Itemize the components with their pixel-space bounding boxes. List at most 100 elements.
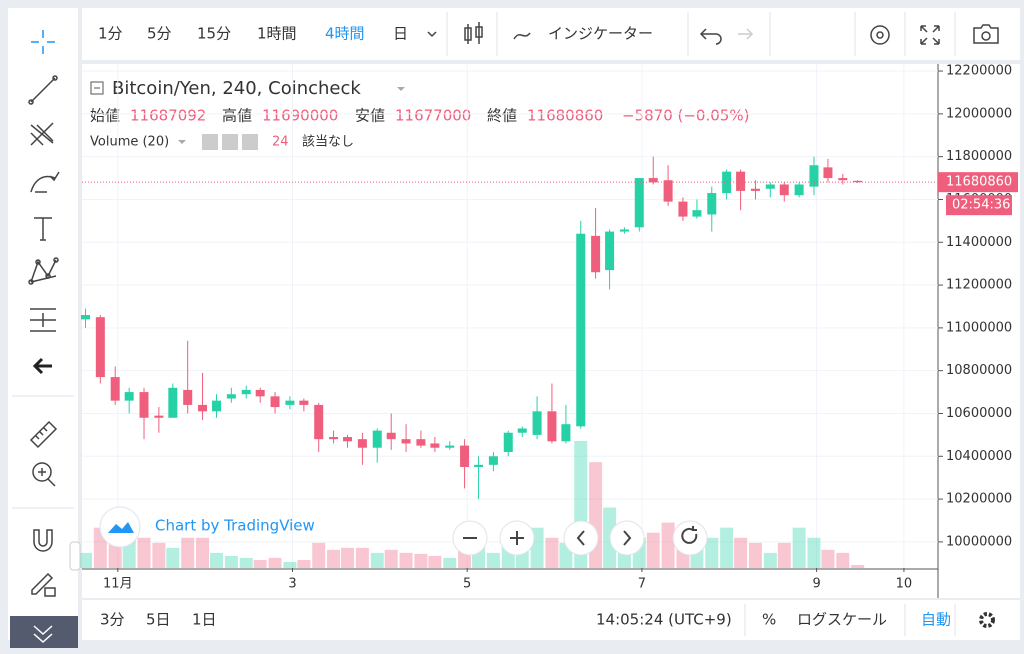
candle-body — [809, 165, 819, 187]
interval-day[interactable]: 日 — [393, 25, 408, 43]
top-toolbar — [82, 8, 1020, 60]
y-tick-label: 10800000 — [946, 363, 1012, 378]
volume-bar — [720, 527, 734, 568]
watermark[interactable]: Chart by TradingView — [155, 517, 315, 535]
range-5d[interactable]: 5日 — [146, 611, 171, 629]
redo[interactable] — [738, 28, 754, 40]
indicators-button[interactable]: インジケーター — [548, 25, 653, 43]
candle-body — [124, 392, 134, 401]
candle-body — [445, 445, 455, 448]
candle-body — [779, 184, 789, 196]
y-tick-label: 10400000 — [946, 449, 1012, 464]
candle-body — [139, 392, 149, 418]
candle-body — [765, 184, 775, 189]
candle-body — [154, 415, 164, 418]
candle-body — [648, 178, 658, 183]
y-tick-label: 12000000 — [946, 106, 1012, 121]
hide-tools-button[interactable] — [10, 616, 78, 648]
volume-bar — [384, 549, 398, 568]
fullscreen[interactable] — [920, 25, 940, 45]
candle-body — [619, 229, 629, 232]
y-tick-label: 11400000 — [946, 235, 1012, 250]
candle-body — [255, 389, 265, 397]
volume-bar — [443, 557, 457, 568]
drawing-tools[interactable] — [28, 30, 60, 597]
volume-bar — [327, 549, 341, 568]
log-toggle[interactable]: ログスケール — [797, 611, 887, 629]
title-dropdown[interactable] — [397, 87, 405, 91]
indicator-icon[interactable] — [513, 32, 531, 40]
candle-body — [591, 235, 601, 273]
candle-body — [168, 387, 178, 418]
volume-bar — [792, 527, 806, 568]
volume-bar — [196, 537, 210, 568]
undo[interactable] — [699, 28, 722, 45]
candle-body — [517, 428, 527, 433]
x-tick-label: 10 — [896, 577, 913, 592]
close-label: 終値 — [487, 107, 517, 125]
range-3m[interactable]: 3分 — [100, 611, 125, 629]
volume-bar — [399, 552, 413, 568]
chart-style-button[interactable] — [464, 22, 483, 44]
candle-body — [722, 171, 732, 194]
candle-body — [299, 400, 309, 405]
settings[interactable] — [870, 25, 890, 45]
low-value: 11677000 — [395, 107, 471, 125]
interval-5m[interactable]: 5分 — [147, 25, 172, 43]
volume-bar — [108, 542, 122, 568]
volume-controls[interactable] — [202, 134, 258, 150]
volume-bar — [705, 537, 719, 568]
toolbar-separators — [12, 12, 956, 636]
candle-body — [314, 404, 324, 440]
candle-body — [372, 430, 382, 448]
volume-bar — [414, 553, 428, 568]
interval-dropdown[interactable] — [427, 31, 437, 38]
snapshot[interactable] — [973, 24, 999, 44]
candle-body — [270, 396, 280, 408]
zoom-icons — [463, 526, 698, 546]
volume-bar — [181, 537, 195, 568]
logo-mark — [108, 522, 134, 533]
candle-body — [547, 411, 557, 442]
candle-body — [241, 389, 251, 395]
countdown: 02:54:36 — [952, 198, 1010, 213]
volume-bar — [763, 552, 777, 568]
percent-toggle[interactable]: % — [762, 611, 776, 629]
chart-title: Bitcoin/Yen, 240, Coincheck — [112, 78, 361, 99]
candle-body — [198, 404, 208, 412]
range-1d[interactable]: 1日 — [192, 611, 217, 629]
volume-bar — [777, 542, 791, 568]
low-label: 安値 — [355, 107, 385, 125]
candle-body — [678, 201, 688, 217]
collapse-box[interactable] — [90, 81, 104, 95]
tradingview-logo[interactable] — [99, 506, 141, 548]
x-tick-label: 5 — [463, 577, 471, 592]
candle-body — [416, 439, 426, 446]
volume-status: 該当なし — [302, 134, 354, 150]
candle-body — [488, 456, 498, 465]
candle-body — [285, 400, 295, 405]
volume-label: Volume (20) — [90, 135, 169, 150]
volume-bar — [152, 542, 166, 568]
volume-bar — [239, 557, 253, 568]
open-value: 11687092 — [130, 107, 206, 125]
zoom-controls[interactable] — [452, 520, 708, 556]
high-value: 11690000 — [262, 107, 338, 125]
volume-bar — [821, 549, 835, 568]
interval-4h[interactable]: 4時間 — [325, 25, 365, 43]
volume-dropdown[interactable] — [178, 140, 186, 144]
auto-toggle[interactable]: 自動 — [921, 611, 951, 629]
volume-bar — [137, 537, 151, 568]
volume-bar — [748, 542, 762, 568]
price-label-box — [938, 172, 1018, 193]
interval-1h[interactable]: 1時間 — [257, 25, 297, 43]
collapse-handle[interactable] — [69, 541, 81, 571]
interval-15m[interactable]: 15分 — [197, 25, 231, 43]
volume-bar — [253, 559, 267, 568]
bottom-settings[interactable] — [979, 612, 995, 628]
volume-bar — [341, 547, 355, 568]
y-tick-label: 10200000 — [946, 492, 1012, 507]
chart-panel — [82, 64, 1020, 598]
interval-1m[interactable]: 1分 — [98, 25, 123, 43]
volume-bar — [268, 557, 282, 568]
